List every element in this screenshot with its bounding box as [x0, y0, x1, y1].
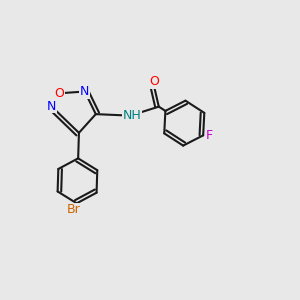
Text: N: N: [80, 85, 89, 98]
Text: O: O: [149, 75, 159, 88]
Text: F: F: [206, 129, 213, 142]
Text: N: N: [47, 100, 56, 113]
Text: Br: Br: [67, 203, 81, 216]
Text: O: O: [55, 87, 64, 100]
Text: NH: NH: [122, 109, 141, 122]
